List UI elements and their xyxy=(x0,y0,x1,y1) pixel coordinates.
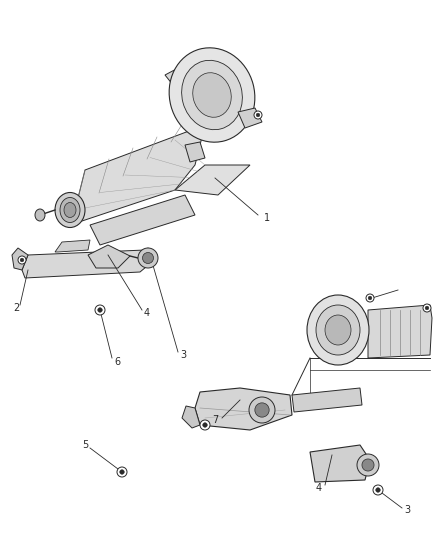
Polygon shape xyxy=(12,248,28,270)
Text: 7: 7 xyxy=(212,415,218,425)
Circle shape xyxy=(254,111,262,119)
Ellipse shape xyxy=(325,315,351,345)
Ellipse shape xyxy=(60,198,80,222)
Polygon shape xyxy=(165,50,250,125)
Circle shape xyxy=(138,248,158,268)
Circle shape xyxy=(362,459,374,471)
Polygon shape xyxy=(70,125,205,225)
Text: 6: 6 xyxy=(114,357,120,367)
Circle shape xyxy=(95,305,105,315)
Ellipse shape xyxy=(64,203,76,217)
Circle shape xyxy=(368,296,372,300)
Polygon shape xyxy=(195,388,292,430)
Text: 4: 4 xyxy=(144,308,150,318)
Ellipse shape xyxy=(55,192,85,228)
Circle shape xyxy=(423,304,431,312)
Polygon shape xyxy=(90,195,195,245)
Text: 5: 5 xyxy=(82,440,88,450)
Polygon shape xyxy=(310,445,370,482)
Polygon shape xyxy=(238,108,262,128)
Circle shape xyxy=(18,256,26,264)
Circle shape xyxy=(357,454,379,476)
Polygon shape xyxy=(88,245,130,268)
Polygon shape xyxy=(185,142,205,162)
Polygon shape xyxy=(292,388,362,412)
Ellipse shape xyxy=(316,305,360,355)
Ellipse shape xyxy=(182,60,242,130)
Circle shape xyxy=(373,485,383,495)
Text: 4: 4 xyxy=(316,483,322,493)
Circle shape xyxy=(425,306,429,310)
Ellipse shape xyxy=(169,48,255,142)
Polygon shape xyxy=(182,406,200,428)
Polygon shape xyxy=(368,305,432,358)
Circle shape xyxy=(20,258,24,262)
Ellipse shape xyxy=(307,295,369,365)
Polygon shape xyxy=(22,250,152,278)
Circle shape xyxy=(249,397,275,423)
Text: 3: 3 xyxy=(404,505,410,515)
Circle shape xyxy=(376,488,380,492)
Text: 3: 3 xyxy=(180,350,186,360)
Circle shape xyxy=(142,253,153,263)
Polygon shape xyxy=(175,165,250,195)
Circle shape xyxy=(203,423,207,427)
Circle shape xyxy=(200,420,210,430)
Circle shape xyxy=(256,113,260,117)
Circle shape xyxy=(255,403,269,417)
Circle shape xyxy=(117,467,127,477)
Circle shape xyxy=(120,470,124,474)
Text: 1: 1 xyxy=(264,213,270,223)
Circle shape xyxy=(98,308,102,312)
Text: 2: 2 xyxy=(13,303,19,313)
Polygon shape xyxy=(55,240,90,252)
Ellipse shape xyxy=(35,209,45,221)
Circle shape xyxy=(366,294,374,302)
Ellipse shape xyxy=(193,72,231,117)
